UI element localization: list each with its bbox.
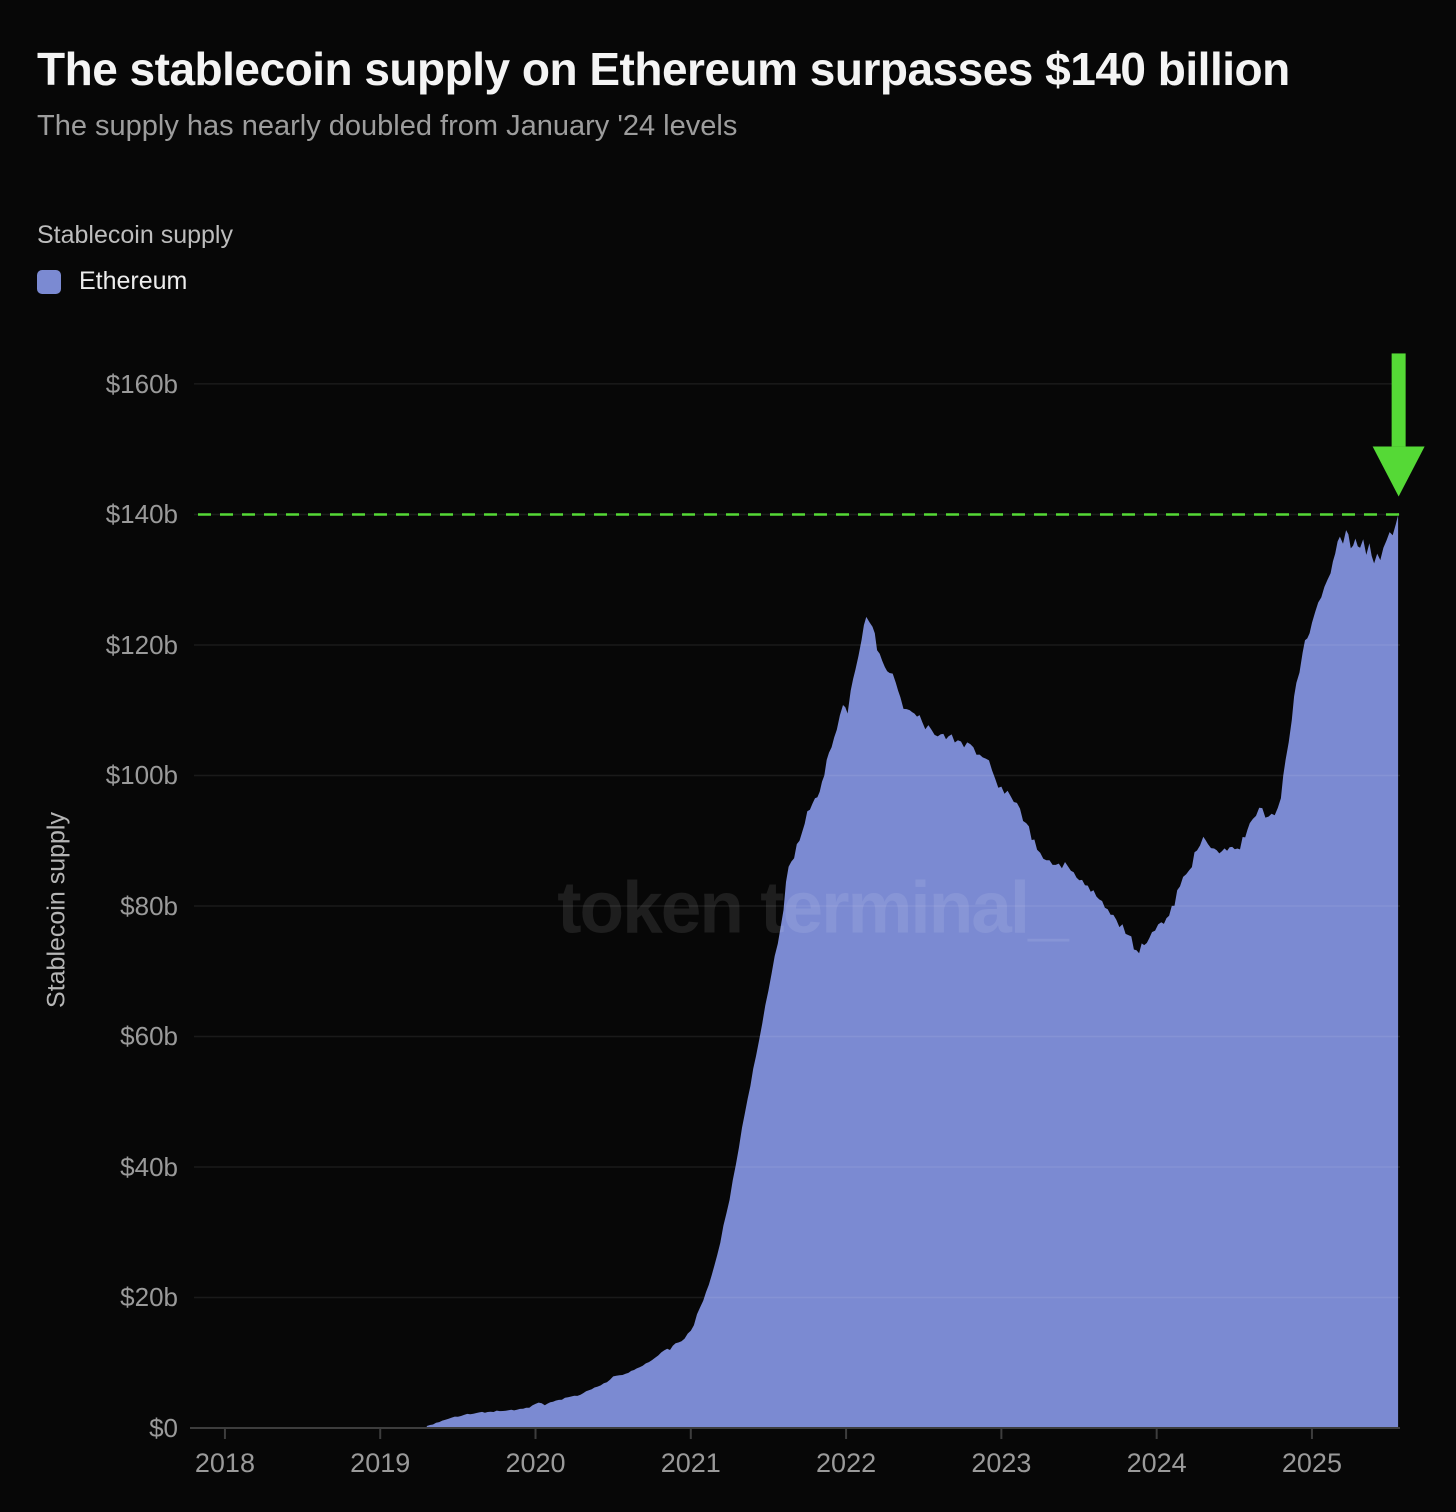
x-tick-label-2023: 2023 — [971, 1448, 1032, 1478]
legend-item-ethereum[interactable]: Ethereum — [37, 267, 187, 296]
x-tick-label-2018: 2018 — [194, 1448, 255, 1478]
x-tick-label-2024: 2024 — [1126, 1448, 1187, 1478]
down-arrow-head — [1372, 446, 1425, 497]
page-title: The stablecoin supply on Ethereum surpas… — [37, 43, 1290, 95]
y-tick-label-100b: $100b — [105, 760, 178, 791]
x-tick-label-2020: 2020 — [505, 1448, 566, 1478]
y-tick-label-60b: $60b — [120, 1021, 178, 1052]
legend-item-label: Ethereum — [79, 267, 188, 295]
ethereum-series-swatch — [37, 269, 61, 294]
page-subtitle: The supply has nearly doubled from Janua… — [37, 110, 738, 142]
x-tick-label-2022: 2022 — [816, 1448, 877, 1478]
y-tick-label-120b: $120b — [105, 629, 178, 660]
x-tick-label-2025: 2025 — [1281, 1448, 1342, 1478]
y-tick-label-0: $0 — [149, 1413, 178, 1443]
down-arrow-shaft — [1391, 353, 1406, 447]
ethereum-supply-area[interactable] — [426, 515, 1399, 1428]
legend-group-label: Stablecoin supply — [37, 221, 233, 249]
y-tick-label-40b: $40b — [120, 1151, 178, 1182]
y-tick-label-80b: $80b — [120, 890, 178, 921]
y-tick-label-160b: $160b — [105, 368, 178, 399]
y-tick-label-20b: $20b — [120, 1282, 178, 1313]
x-tick-label-2021: 2021 — [660, 1448, 721, 1478]
y-tick-label-140b: $140b — [105, 499, 178, 530]
x-tick-label-2019: 2019 — [350, 1448, 411, 1478]
